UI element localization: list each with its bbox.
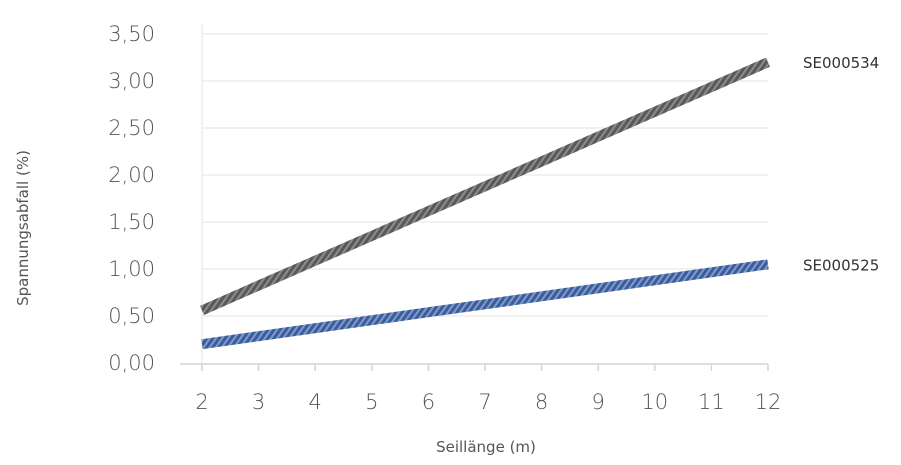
axes [180, 24, 769, 371]
x-tick-label: 4 [309, 390, 322, 414]
x-tick-label: 8 [535, 390, 548, 414]
y-tick-label: 1,00 [108, 257, 155, 281]
series-line-SE000534 [199, 57, 771, 315]
x-tick-label: 3 [252, 390, 265, 414]
x-tick-label: 9 [592, 390, 605, 414]
x-tick-label: 10 [641, 390, 668, 414]
series-line-SE000525 [201, 259, 769, 350]
x-axis-title: Seillänge (m) [436, 438, 536, 456]
series-label: SE000525 [803, 256, 879, 274]
x-tick-label: 2 [195, 390, 208, 414]
series-lines [199, 57, 771, 350]
y-axis-title: Spannungsabfall (%) [14, 150, 32, 306]
y-tick-label: 0,00 [108, 351, 155, 375]
series-label: SE000534 [803, 54, 879, 72]
x-tick-label: 12 [755, 390, 782, 414]
y-tick-label: 3,00 [108, 69, 155, 93]
x-tick-label: 5 [365, 390, 378, 414]
y-tick-label: 2,50 [108, 116, 155, 140]
y-tick-label: 1,50 [108, 210, 155, 234]
x-tick-label: 11 [698, 390, 725, 414]
axis-labels: 0,00 0,50 1,00 1,50 2,00 2,50 3,00 3,50 2 3 4 5 6 7 8 9… [108, 22, 879, 414]
y-tick-label: 3,50 [108, 22, 155, 46]
x-tick-label: 6 [422, 390, 435, 414]
y-tick-label: 2,00 [108, 163, 155, 187]
x-tick-label: 7 [478, 390, 491, 414]
y-tick-label: 0,50 [108, 304, 155, 328]
